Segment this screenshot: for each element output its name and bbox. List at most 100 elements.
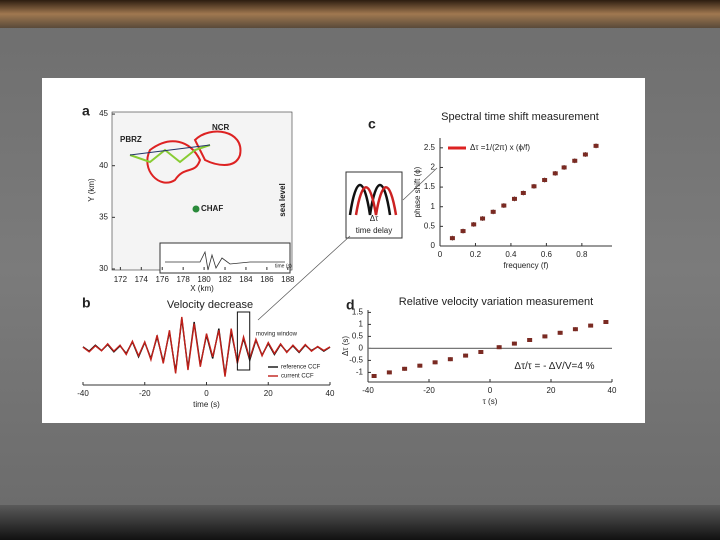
contour	[146, 140, 202, 184]
point	[531, 184, 537, 189]
x-tick-label: 174	[135, 275, 149, 284]
y-tick-label: 1.5	[424, 182, 436, 191]
trace	[82, 316, 331, 377]
station-label: PBRZ	[120, 135, 142, 144]
path	[129, 144, 211, 164]
x-tick-label: 0.2	[470, 250, 482, 259]
point	[582, 152, 588, 157]
point	[471, 222, 477, 227]
point	[552, 171, 558, 176]
x-tick-label: 186	[260, 275, 274, 284]
point	[542, 178, 548, 183]
point	[386, 370, 392, 375]
y-tick-label: 40	[99, 161, 108, 170]
x-label: τ (s)	[483, 397, 498, 406]
x-tick-label: -20	[139, 389, 151, 398]
point	[449, 236, 455, 241]
x-tick-label: 0.4	[505, 250, 517, 259]
station-label: NCR	[212, 123, 230, 132]
x-tick-label: 0.6	[541, 250, 553, 259]
y-tick-label: 2.5	[424, 143, 436, 152]
x-label: X (km)	[190, 284, 214, 293]
footer-band	[0, 505, 720, 540]
chart-title: Spectral time shift measurement	[441, 111, 599, 123]
x-tick-label: 20	[264, 389, 273, 398]
y-tick-label: 0.5	[424, 221, 436, 230]
y-label: phase shift (ϕ)	[413, 166, 422, 217]
sea-label: sea level	[278, 183, 287, 216]
point	[542, 334, 548, 339]
point	[480, 216, 486, 221]
y-label: Y (km)	[87, 178, 96, 202]
inset-caption: time delay	[356, 226, 392, 235]
y-tick-label: 1	[359, 320, 364, 329]
panel-label: c	[368, 116, 376, 132]
point	[520, 190, 526, 195]
legend-label: Δτ =1/(2π) x (ϕ/f)	[470, 143, 530, 152]
point	[447, 357, 453, 362]
panel-label: a	[82, 103, 90, 119]
inset-symbol: Δτ	[370, 214, 379, 223]
y-tick-label: 0.5	[352, 332, 364, 341]
x-tick-label: 180	[197, 275, 211, 284]
point	[432, 360, 438, 365]
point	[561, 165, 567, 170]
y-tick-label: 2	[431, 163, 436, 172]
point	[593, 143, 599, 148]
y-tick-label: 1	[431, 202, 436, 211]
x-tick-label: 178	[176, 275, 190, 284]
y-tick-label: 45	[99, 109, 108, 118]
station	[192, 205, 200, 213]
x-label: time (s)	[193, 400, 220, 409]
chart-title: Velocity decrease	[167, 299, 253, 311]
annotation: moving window	[256, 332, 298, 338]
point	[603, 320, 609, 324]
y-tick-label: -0.5	[349, 356, 363, 365]
chart-title: Relative velocity variation measurement	[399, 296, 593, 308]
x-tick-label: 176	[156, 275, 170, 284]
window	[236, 311, 251, 371]
x-tick-label: 0	[488, 386, 493, 395]
point	[490, 209, 496, 214]
banner	[0, 0, 720, 28]
x-tick-label: 0	[204, 389, 209, 398]
y-tick-label: 1.5	[352, 308, 364, 317]
station-label: CHAF	[201, 204, 223, 213]
point	[463, 353, 469, 358]
point	[572, 327, 578, 332]
x-tick-label: -40	[362, 386, 374, 395]
x-tick-label: 172	[114, 275, 128, 284]
point	[557, 330, 563, 335]
y-tick-label: 0	[359, 344, 364, 353]
inset-trace	[165, 250, 285, 271]
legend-label: current CCF	[281, 374, 314, 380]
y-tick-label: 30	[99, 264, 108, 273]
point	[511, 341, 517, 346]
point	[478, 350, 484, 354]
y-tick-label: 35	[99, 212, 108, 221]
x-tick-label: -20	[423, 386, 435, 395]
inset-label: time (s)	[275, 263, 292, 269]
panel-label: b	[82, 295, 91, 311]
x-tick-label: 40	[608, 386, 617, 395]
y-label: Δτ (s)	[341, 336, 350, 356]
point	[371, 374, 377, 378]
point	[588, 323, 594, 328]
point	[417, 363, 423, 368]
x-label: frequency (f)	[504, 261, 549, 270]
y-tick-label: -1	[356, 368, 364, 377]
contour	[193, 130, 242, 166]
point	[460, 229, 466, 234]
legend-label: reference CCF	[281, 365, 321, 371]
x-tick-label: 188	[281, 275, 295, 284]
point	[527, 338, 533, 342]
annotation: Δτ/τ = - ΔV/V=4 %	[514, 361, 594, 372]
x-tick-label: 182	[218, 275, 232, 284]
x-tick-label: -40	[77, 389, 89, 398]
x-tick-label: 184	[239, 275, 253, 284]
point	[511, 196, 517, 201]
path-line	[129, 144, 211, 156]
x-tick-label: 40	[326, 389, 335, 398]
point	[496, 345, 502, 350]
